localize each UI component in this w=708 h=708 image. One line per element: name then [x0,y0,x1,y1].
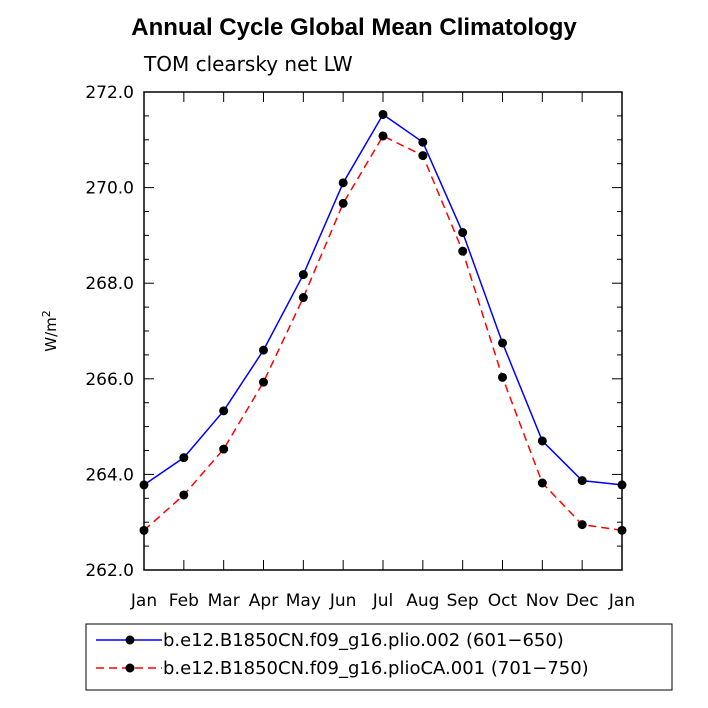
series-1-point [219,406,229,416]
x-tick-label: Apr [249,591,278,611]
series-1-point [298,270,308,280]
series-1-point [179,453,189,463]
series-2-point [259,377,268,387]
x-tick-label: Jan [130,591,157,611]
legend-marker-1 [125,635,135,645]
legend-box [85,623,673,691]
x-tick-label: Aug [406,591,439,611]
series-layer [139,109,627,535]
plot-frame [143,91,623,571]
series-1-point [458,228,468,238]
legend-marker-2 [125,663,135,673]
series-1-point [418,137,428,147]
y-tick-label: 272.0 [85,83,134,103]
series-1-point [498,338,507,348]
legend-label-2: b.e12.B1850CN.f09_g16.plioCA.001 (701−75… [163,658,589,679]
legend-label-1: b.e12.B1850CN.f09_g16.plio.002 (601−650) [163,630,564,651]
series-1-point [259,345,268,355]
series-1-point [378,109,388,119]
x-tick-label: Jul [372,591,394,611]
series-2-point [418,151,428,161]
series-1-point [537,436,547,446]
y-tick-label: 262.0 [85,561,134,581]
series-1-point [139,480,149,490]
x-tick-label: Dec [566,591,599,611]
chart-title: Annual Cycle Global Mean Climatology [131,14,577,41]
series-2-point [498,372,507,382]
series-1-point [338,178,348,188]
series-1-point [617,480,627,490]
chart-subtitle: TOM clearsky net LW [144,52,353,76]
y-tick-label: 270.0 [85,179,134,199]
legend: b.e12.B1850CN.f09_g16.plio.002 (601−650)… [85,623,673,691]
ticks-layer: 262.0 264.0 266.0 268.0 270.0 272.0 Jan Feb Mar A… [85,83,635,611]
series-2-point [537,478,547,488]
series-line-1 [143,113,623,486]
series-2-point [617,525,627,535]
x-tick-label: Feb [169,591,199,611]
series-2-point [338,198,348,208]
y-tick-label: 266.0 [85,370,134,390]
series-2-point [139,525,149,535]
x-tick-label: Nov [526,591,559,611]
series-2-point [219,444,229,454]
x-tick-label: Jun [329,591,357,611]
x-tick-label: Jan [608,591,635,611]
y-axis-label-superscript: 2 [40,310,53,317]
y-tick-label: 264.0 [85,465,134,485]
x-tick-label: Oct [488,591,518,611]
y-axis-label: W/m2 [40,310,60,352]
x-tick-label: May [286,591,321,611]
series-2-point [577,520,587,530]
series-2-point [298,293,308,303]
x-tick-label: Sep [447,591,479,611]
series-2-point [458,246,468,256]
series-line-2 [143,134,623,532]
series-2-point [378,131,388,141]
x-tick-label: Mar [208,591,240,611]
y-axis-label-text: W/m [42,317,60,352]
series-2-point [179,490,189,500]
series-1-point [577,476,587,486]
y-tick-label: 268.0 [85,274,134,294]
